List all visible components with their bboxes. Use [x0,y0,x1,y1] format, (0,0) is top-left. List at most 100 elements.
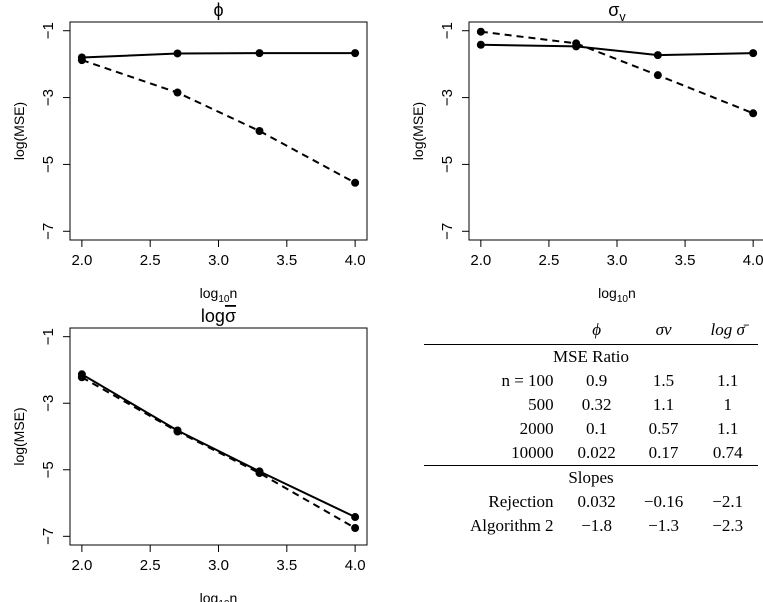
table-cell: 1.1 [717,419,739,438]
table-header-corner [424,318,564,345]
table-cell: 1.5 [652,371,675,390]
table-cell: −1.8 [581,516,613,535]
y-tick-label: −7 [40,223,57,240]
data-point [255,469,264,478]
table-row: Algorithm 2 −1.8 −1.3 −2.3 [424,514,758,538]
data-point [351,178,360,187]
row-label: n = 100 [501,371,554,390]
chart-panel-1: 2.0 2.5 3.0 3.5 4.0 −1 −3 −5 −7 log10n log(MSE) ϕ [11,0,368,305]
y-tick-label: −1 [40,22,57,39]
y-tick-label: −5 [439,156,456,173]
x-tick-label: 4.0 [345,252,366,269]
x-tick-label: 3.5 [276,252,297,269]
series-line-solid [480,43,754,57]
results-table: ϕ σv log σ̄ MSE Ratio n = 100 0.9 1.5 1.… [424,318,758,538]
data-point [653,71,662,80]
chart-title: logσ [201,306,236,326]
x-tick-label: 3.5 [276,557,297,574]
table-row: 10000 0.022 0.17 0.74 [424,441,758,466]
data-point [173,427,182,436]
y-tick-label: −1 [439,22,456,39]
x-tick-label: 4.0 [345,557,366,574]
y-tick-label: −7 [40,528,57,545]
x-tick-label: 4.0 [743,252,763,269]
chart-panel-2: 2.0 2.5 3.0 3.5 4.0 −1 −3 −5 −7 log10n log(MSE) σv [410,0,763,305]
y-axis-label: log(MSE) [410,102,426,160]
chart-title: σv [608,0,626,24]
table-cell: 0.57 [648,419,679,438]
table-cell: −1.3 [648,516,679,535]
data-point [351,513,360,522]
data-point [173,88,182,97]
plot-frame [69,327,368,546]
section-title-slopes: Slopes [424,465,758,490]
data-point [476,40,485,49]
series-line-solid [81,52,356,59]
x-axis-label: log10n [598,285,636,305]
table-cell: 0.1 [586,419,608,438]
row-label: Algorithm 2 [469,516,554,535]
data-point [653,51,662,60]
y-axis-label: log(MSE) [11,102,27,160]
y-tick-label: −3 [439,89,456,106]
table-cell: 1.1 [652,395,675,414]
series-line-dashed [480,30,754,115]
data-point [476,27,485,36]
table-cell: 0.17 [648,443,679,462]
y-tick-label: −7 [439,223,456,240]
data-point [749,49,758,58]
data-point [749,109,758,118]
row-label: 500 [528,395,554,414]
data-point [572,39,581,48]
table-cell: 0.32 [581,395,612,414]
table-row: 500 0.32 1.1 1 [424,393,758,417]
y-tick-label: −3 [40,89,57,106]
data-point [77,56,86,65]
series-line-dashed [81,59,356,184]
chart-panel-3: 2.0 2.5 3.0 3.5 4.0 −1 −3 −5 −7 log10n log(MSE) log… [11,306,368,602]
table-cell: 1 [723,395,732,414]
table-cell: 0.74 [712,443,743,462]
table-row: Rejection 0.032 −0.16 −2.1 [424,490,758,514]
data-point [351,524,360,533]
chart-title: ϕ [213,0,223,20]
table-cell: 0.9 [586,371,608,390]
y-tick-label: −5 [40,156,57,173]
y-tick-label: −3 [40,395,57,412]
table-header-phi: ϕ [592,320,602,339]
data-point [255,49,264,58]
data-point [255,127,264,135]
x-tick-label: 2.0 [470,252,491,269]
x-tick-label: 3.0 [208,557,229,574]
row-label: Rejection [488,492,554,511]
x-tick-label: 3.5 [675,252,696,269]
x-tick-label: 3.0 [607,252,628,269]
section-title-mse-ratio: MSE Ratio [424,344,758,369]
x-tick-label: 3.0 [208,252,229,269]
series-line-solid [81,373,356,518]
data-point [173,49,182,58]
table-row: n = 100 0.9 1.5 1.1 [424,369,758,393]
table-row: 2000 0.1 0.57 1.1 [424,417,758,441]
table-cell: −0.16 [643,492,684,511]
y-axis-label: log(MSE) [11,407,27,465]
table-cell: −2.3 [712,516,744,535]
table-cell: −2.1 [712,492,744,511]
x-tick-label: 2.5 [140,252,161,269]
x-tick-label: 2.5 [140,557,161,574]
x-tick-label: 2.0 [71,557,92,574]
table-cell: 0.022 [577,443,616,462]
series-line-dashed [81,376,356,529]
table-header-log-sigma: log σ̄ [710,320,745,339]
table-header-sigma-v: σv [655,320,672,339]
y-tick-label: −5 [40,461,57,478]
x-axis-label: log10n [200,590,238,602]
x-tick-label: 2.0 [71,252,92,269]
y-tick-label: −1 [40,328,57,345]
data-point [77,373,86,382]
x-axis-label: log10n [200,285,238,305]
plot-frame [69,21,368,241]
data-point [351,49,360,58]
table-cell: 1.1 [717,371,739,390]
